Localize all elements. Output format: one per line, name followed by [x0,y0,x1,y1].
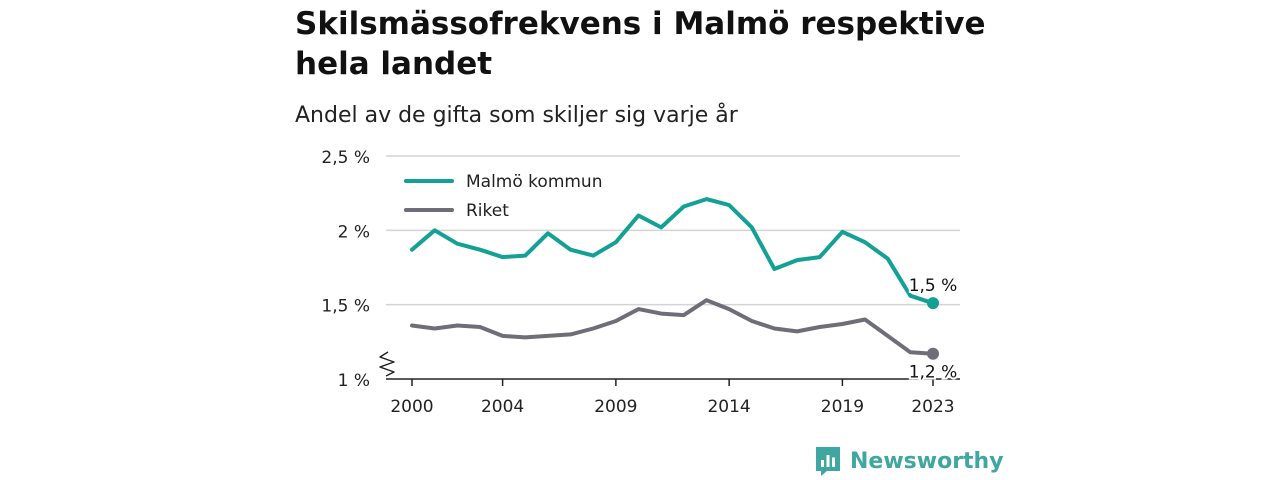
y-tick-label: 1,5 % [321,297,370,317]
brand-name: Newsworthy [850,448,1004,474]
y-axis-labels: 1 % 1,5 % 2 % 2,5 % [321,148,370,391]
x-tick-label: 2004 [481,397,524,417]
series-end-label: 1,5 % [909,276,958,296]
series-end-point [927,347,939,360]
x-tick-label: 2014 [707,397,750,417]
series-line [410,197,935,306]
gridlines [386,155,960,306]
legend-label: Riket [466,201,509,221]
chart-title: Skilsmässofrekvens i Malmö respektive he… [295,6,986,82]
brand-logo: Newsworthy [814,444,1004,478]
series-end-point [927,297,939,310]
x-axis: 2000 2004 2009 2014 2019 2023 [379,351,960,417]
series-line [410,298,935,356]
x-tick-label: 2000 [390,397,433,417]
legend-label: Malmö kommun [466,172,602,192]
newsworthy-logo-icon [816,447,840,476]
chart-subtitle: Andel av de gifta som skiljer sig varje … [295,103,738,128]
x-tick-label: 2009 [594,397,637,417]
y-tick-label: 2 % [338,222,370,242]
y-tick-label: 2,5 % [321,148,370,168]
series-end-label: 1,2 % [909,363,958,383]
axis-break-icon [379,351,395,377]
y-tick-label: 1 % [338,371,370,391]
x-tick-label: 2023 [911,397,954,417]
legend: Malmö kommun Riket [404,172,602,221]
x-tick-label: 2019 [821,397,864,417]
series-lines: 1,5 % 1,2 % [410,197,959,385]
